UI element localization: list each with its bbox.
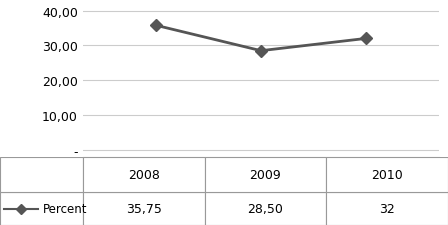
Text: 2010: 2010 [371,169,403,182]
Bar [0,158,83,193]
Bar [205,158,326,193]
Bar [83,193,205,225]
Text: 2008: 2008 [128,169,159,182]
Bar [326,193,448,225]
Bar [0,193,83,225]
Text: 2009: 2009 [250,169,281,182]
Bar [205,193,326,225]
Text: 28,50: 28,50 [247,202,284,215]
Bar [326,158,448,193]
Text: 35,75: 35,75 [126,202,162,215]
Text: 32: 32 [379,202,395,215]
Text: Percent: Percent [43,202,87,215]
Bar [83,158,205,193]
